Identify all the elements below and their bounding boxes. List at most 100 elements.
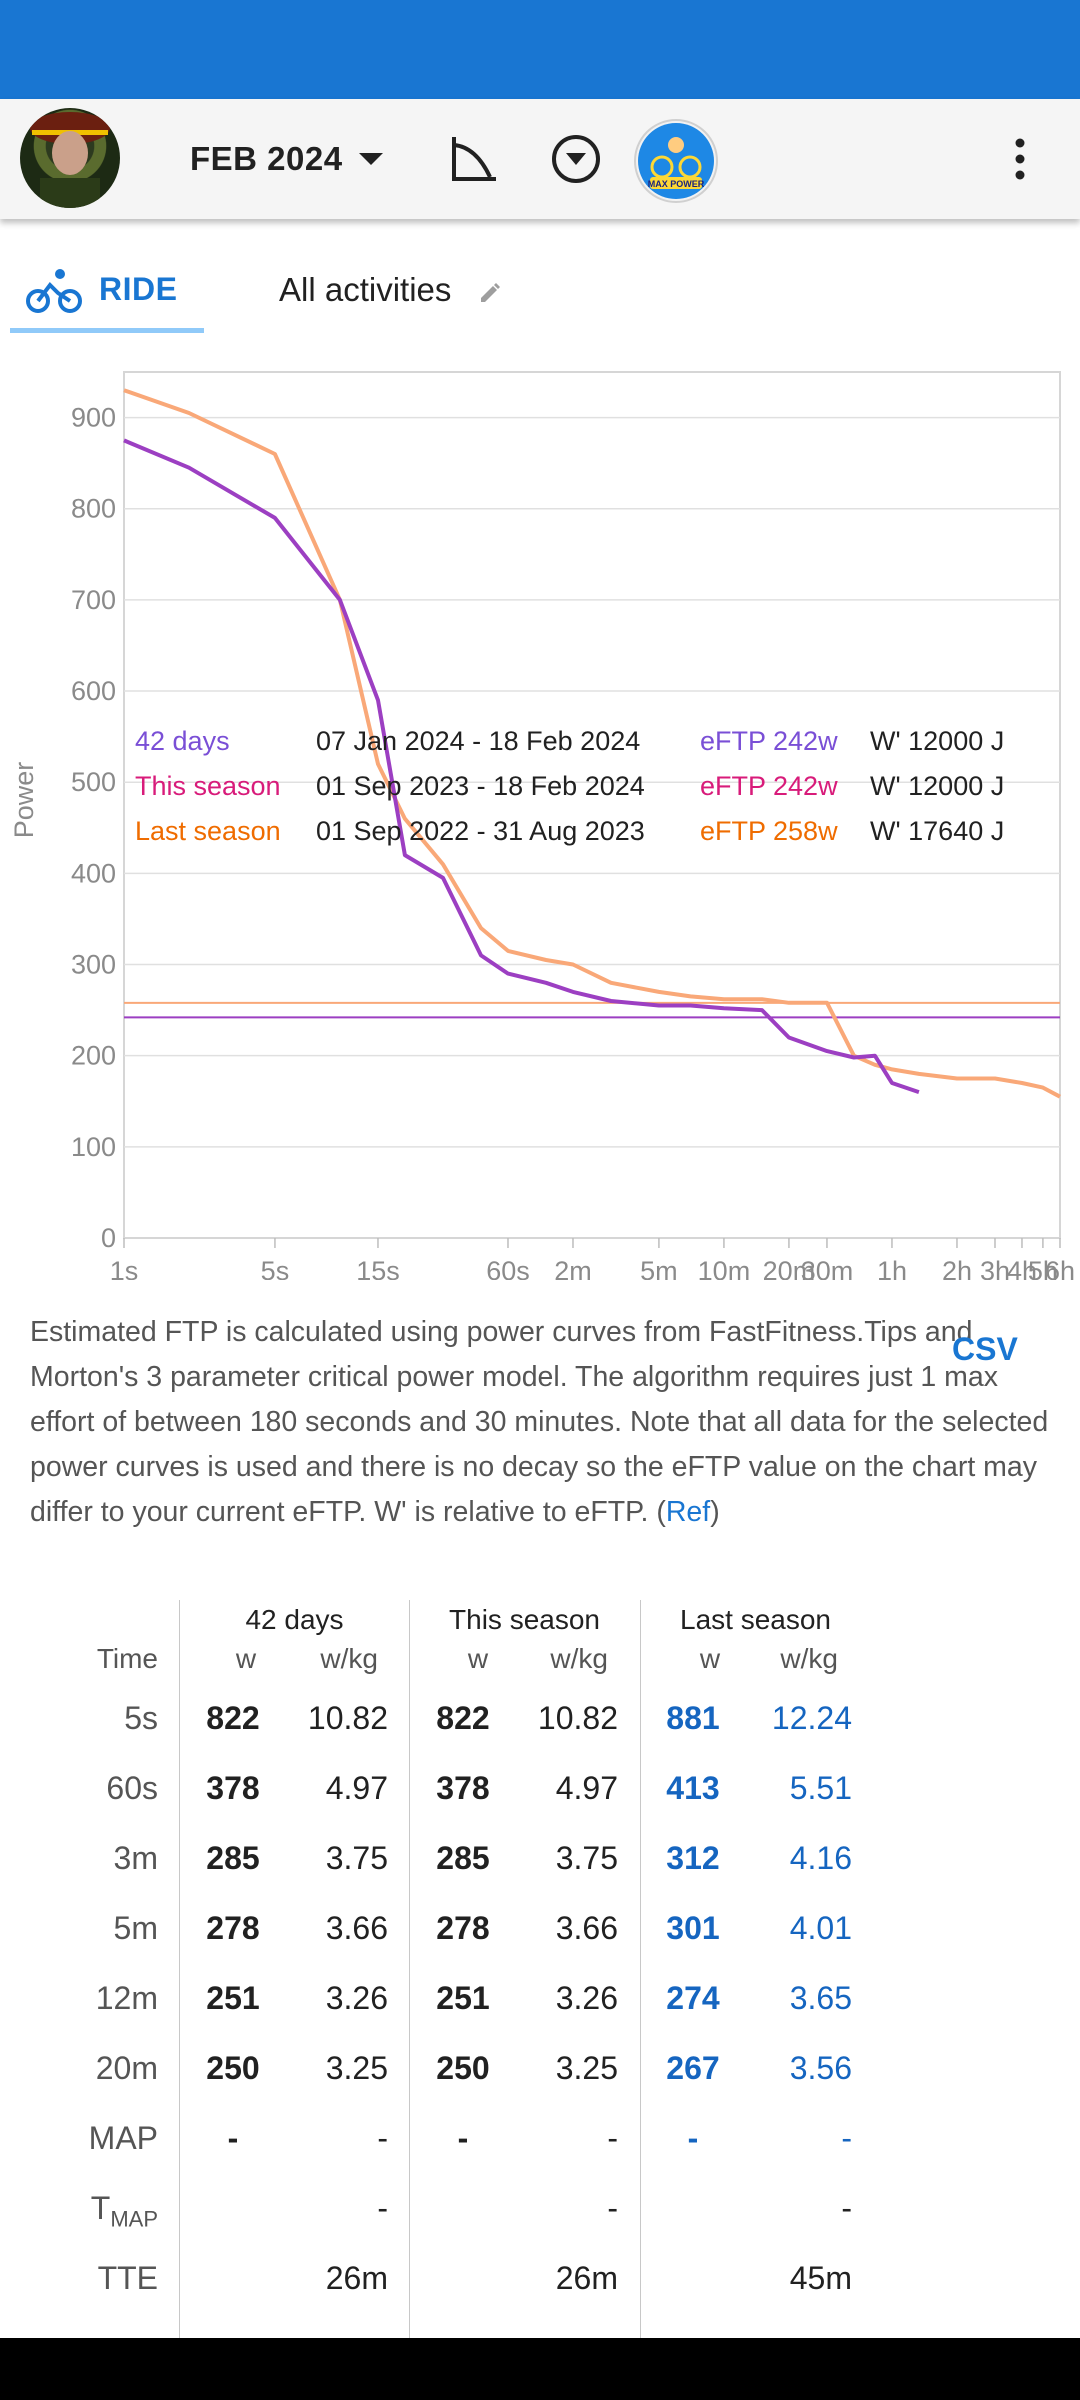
row-time: 3m [113,1840,158,1876]
row-value: - [607,2120,618,2156]
tmap-value: - [607,2190,618,2226]
description-close: ) [710,1496,720,1528]
x-tick-label: 30m [801,1256,854,1280]
legend-eftp: eFTP 242w [700,771,838,801]
pencil-icon[interactable] [478,281,502,305]
more-vert-icon[interactable] [984,123,1056,195]
x-tick-label: 20m [763,1256,816,1280]
row-value: 285 [206,1840,260,1876]
month-selector[interactable]: FEB 2024 [190,137,383,181]
csv-button[interactable]: CSV [952,1331,1018,1367]
power-table: 42 days This season Last season Time w w… [0,1600,1080,2340]
x-tick-label: 6h [1045,1256,1075,1280]
tte-value: 45m [789,2260,852,2296]
x-tick-label: 15s [356,1256,400,1280]
divider [409,1600,410,2340]
x-tick-label: 60s [486,1256,530,1280]
x-tick-label: 5m [640,1256,678,1280]
wkg-header: w/kg [320,1643,378,1674]
system-nav-bar [0,2338,1080,2400]
power-curve-svg[interactable]: 0 100 200 300 400 500 600 700 800 900 1s 5s 15s 60s 2m… [0,360,1080,1280]
app-bar: FEB 2024 MAX POWER [0,99,1080,219]
row-value: 378 [206,1770,260,1806]
row-time: 5m [113,1910,158,1946]
row-value: 3.25 [555,2050,618,2086]
legend-wprime: W' 17640 J [870,816,1004,846]
row-value: 4.16 [789,1840,852,1876]
row-value: 378 [436,1770,490,1806]
row-value: 3.65 [789,1980,852,2016]
row-value: 822 [436,1700,490,1736]
y-tick-label: 400 [71,858,116,888]
row-time: 20m [95,2050,158,2086]
row-value: 250 [436,2050,490,2086]
x-tick-label: 3h [980,1256,1010,1280]
tmap-label: TMAP [90,2190,158,2232]
filter-circle-icon[interactable] [540,123,612,195]
row-value: 3.25 [325,2050,388,2086]
row-value: 312 [666,1840,720,1876]
series-line [123,388,1061,1099]
row-value: 278 [206,1910,260,1946]
month-label: FEB 2024 [190,140,343,177]
row-value: 251 [436,1980,490,2016]
all-activities-button[interactable]: All activities [279,271,452,308]
y-tick-label: 0 [101,1223,116,1253]
row-value: 4.01 [789,1910,852,1946]
x-tick-label: 5h [1028,1256,1058,1280]
eftp-description: Estimated FTP is calculated using power … [30,1310,1050,1535]
w-header: w [467,1643,489,1674]
tte-value: 26m [325,2260,388,2296]
row-value: 10.82 [307,1700,388,1736]
row-value: - [457,2120,469,2156]
curve-icon[interactable] [438,123,510,195]
y-tick-label: 700 [71,585,116,615]
svg-text:MAX POWER: MAX POWER [648,179,705,189]
divider [640,1600,641,2340]
legend-range: 07 Jan 2024 - 18 Feb 2024 [316,726,640,756]
row-value: 251 [206,1980,260,2016]
row-time: 12m [95,1980,158,2016]
row-value: 3.75 [325,1840,388,1876]
wkg-header: w/kg [550,1643,608,1674]
y-tick-label: 500 [71,767,116,797]
status-bar [0,0,1080,99]
row-value: 3.26 [555,1980,618,2016]
row-value: 413 [666,1770,720,1806]
ref-link[interactable]: Ref [665,1496,711,1528]
x-tick-label: 10m [698,1256,751,1280]
row-value: 278 [436,1910,490,1946]
w-header: w [235,1643,257,1674]
row-value: 3.75 [555,1840,618,1876]
row-time: 5s [124,1700,158,1736]
x-tick-label: 4h [1007,1256,1037,1280]
row-value: 301 [666,1910,720,1946]
group-header-42-days: 42 days [245,1604,344,1635]
row-value: 274 [666,1980,720,2016]
tab-ride[interactable]: RIDE [10,259,204,333]
avatar[interactable] [20,108,120,208]
coach-logo[interactable]: MAX POWER [634,119,718,203]
row-value: 3.66 [325,1910,388,1946]
legend-name: 42 days [135,726,230,756]
y-tick-label: 600 [71,676,116,706]
y-tick-label: 800 [71,494,116,524]
y-axis-label: Power [9,762,39,839]
legend-name: Last season [135,816,281,846]
activity-tabs: RIDE All activities [0,219,1080,334]
x-tick-label: 1h [877,1256,907,1280]
row-value: 3.26 [325,1980,388,2016]
time-header: Time [96,1643,158,1674]
legend-range: 01 Sep 2023 - 18 Feb 2024 [316,771,645,801]
x-tick-label: 5s [261,1256,290,1280]
x-tick-label: 2m [554,1256,592,1280]
chevron-down-icon [358,153,383,165]
row-value: 12.24 [771,1700,852,1736]
plot-area [123,371,1061,1239]
y-tick-label: 100 [71,1132,116,1162]
tte-label: TTE [97,2260,158,2296]
row-value: - [841,2120,852,2156]
legend-range: 01 Sep 2022 - 31 Aug 2023 [316,816,645,846]
tmap-value: - [377,2190,388,2226]
w-header: w [699,1643,721,1674]
